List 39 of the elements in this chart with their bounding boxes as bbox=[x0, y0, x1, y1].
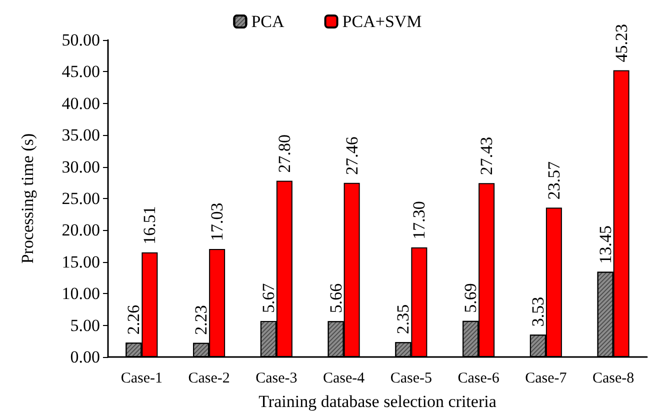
y-tick-label: 0.00 bbox=[70, 348, 100, 366]
y-tick-label: 25.00 bbox=[62, 189, 100, 208]
y-tick-label: 50.00 bbox=[62, 30, 100, 50]
y-tick-label: 30.00 bbox=[62, 157, 100, 176]
data-label: 27.80 bbox=[274, 134, 294, 173]
data-label: 2.26 bbox=[124, 304, 144, 335]
data-label: 2.35 bbox=[394, 304, 413, 334]
data-label: 13.45 bbox=[596, 225, 615, 264]
data-label: 16.51 bbox=[140, 206, 160, 244]
data-label: 45.23 bbox=[612, 24, 631, 62]
legend-label: PCA+SVM bbox=[342, 12, 422, 31]
legend-label: PCA bbox=[251, 12, 286, 31]
y-tick-label: 5.00 bbox=[70, 316, 100, 335]
y-tick-label: 10.00 bbox=[62, 284, 100, 304]
x-tick-label: Case-1 bbox=[120, 370, 163, 386]
y-tick-label: 20.00 bbox=[62, 220, 100, 240]
data-label: 23.57 bbox=[544, 160, 564, 200]
data-label: 27.43 bbox=[477, 136, 496, 176]
data-label: 17.03 bbox=[208, 202, 227, 242]
data-label: 5.66 bbox=[326, 283, 346, 314]
x-tick-label: Case-4 bbox=[322, 370, 366, 386]
data-label: 27.46 bbox=[342, 136, 362, 175]
y-tick-label: 35.00 bbox=[62, 126, 100, 145]
x-tick-label: Case-6 bbox=[458, 370, 500, 386]
x-axis-title: Training database selection criteria bbox=[258, 392, 497, 411]
x-tick-label: Case-3 bbox=[256, 370, 298, 386]
data-label: 5.67 bbox=[258, 282, 278, 314]
data-label: 17.30 bbox=[410, 201, 429, 240]
y-tick-label: 15.00 bbox=[62, 252, 100, 272]
y-axis-title: Processing time (s) bbox=[18, 133, 37, 264]
y-tick-label: 45.00 bbox=[62, 62, 100, 82]
x-tick-label: Case-5 bbox=[390, 370, 432, 386]
y-tick-label: 40.00 bbox=[62, 94, 100, 113]
data-label: 3.53 bbox=[528, 296, 548, 327]
data-label: 5.69 bbox=[461, 283, 480, 313]
x-tick-label: Case-2 bbox=[188, 370, 230, 386]
x-tick-label: Case-8 bbox=[592, 370, 634, 386]
x-tick-label: Case-7 bbox=[525, 370, 568, 386]
data-label: 2.23 bbox=[192, 305, 211, 335]
